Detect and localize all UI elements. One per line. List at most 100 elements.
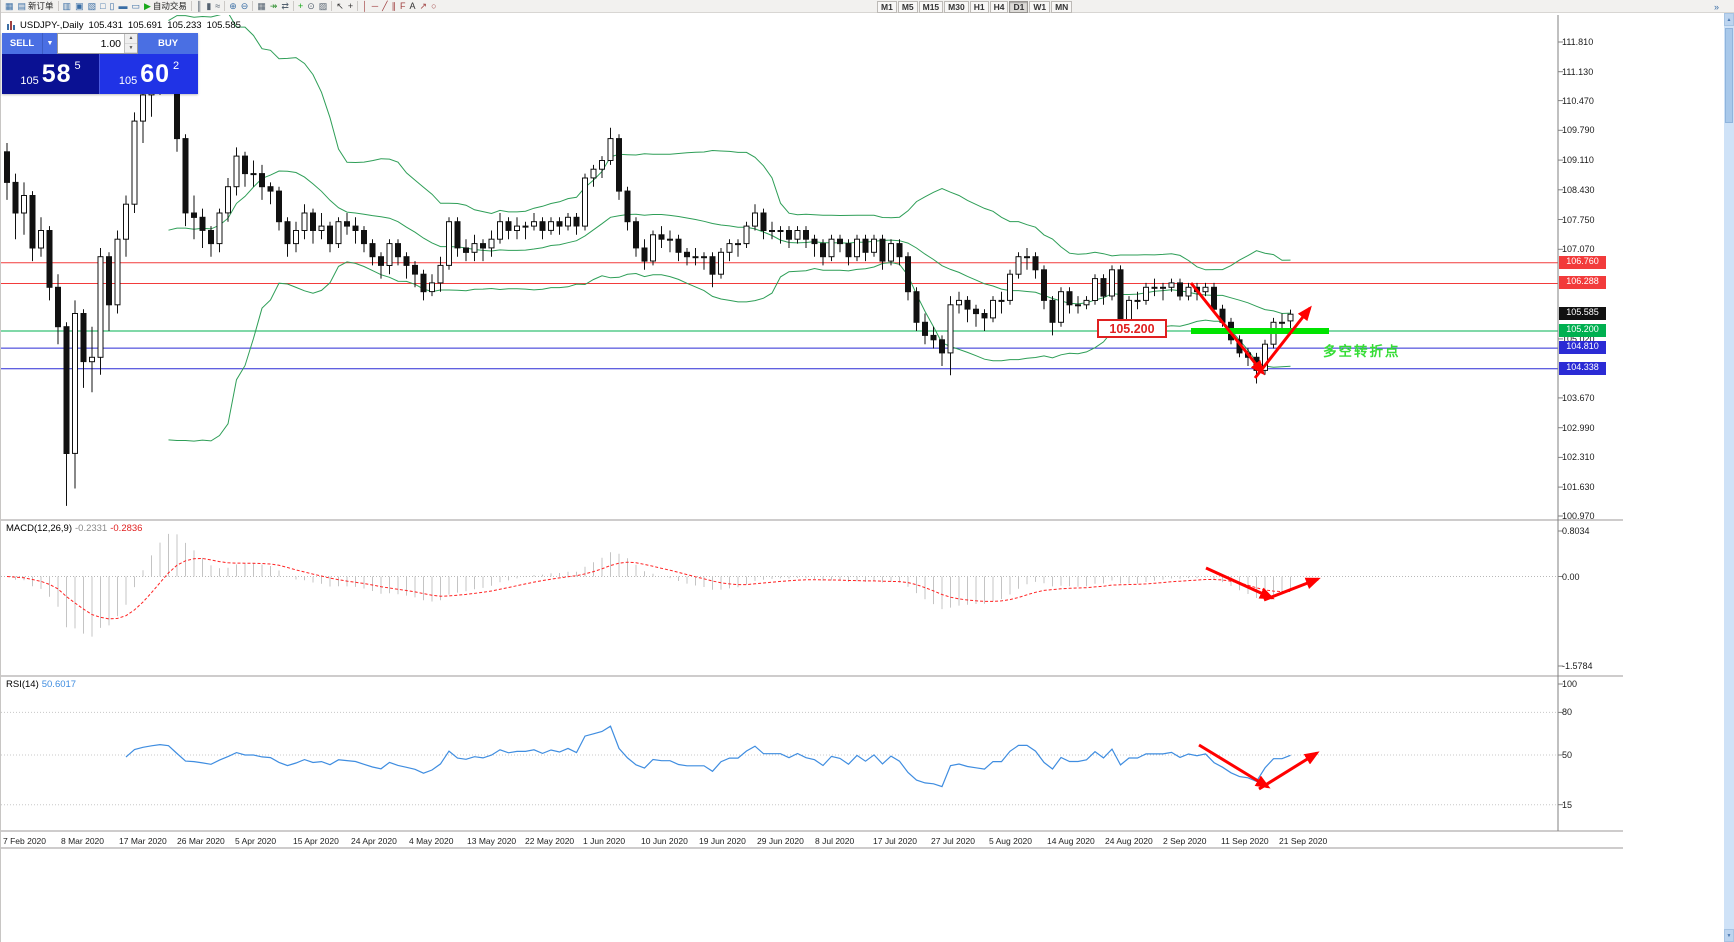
sell-price-base: 105 (20, 75, 39, 87)
auto-trading-button[interactable]: ▶ 自动交易 (144, 0, 187, 12)
ohlc-low: 105.233 (167, 20, 202, 31)
price-tick-label: 105.020 (1562, 333, 1595, 344)
macd-label: MACD(12,26,9) -0.2331 -0.2836 (6, 523, 143, 534)
sell-price-point: 5 (74, 60, 81, 72)
rsi-tick-label: 50 (1562, 750, 1573, 760)
text-icon[interactable]: A (409, 0, 416, 11)
auto-scroll-icon[interactable]: ↠ (269, 0, 278, 11)
macd-tick-label: -1.5784 (1562, 661, 1593, 671)
trendline-icon[interactable]: ╱ (382, 0, 388, 11)
scroll-down-icon[interactable]: ▼ (1724, 929, 1734, 942)
current-price-label: 105.585 (1559, 307, 1606, 321)
macd-tick-label: 0.8034 (1562, 526, 1590, 536)
date-tick-label: 27 Jul 2020 (931, 836, 975, 846)
equidistant-channel-icon[interactable]: ∥ (391, 0, 397, 11)
sell-button[interactable]: 105 58 5 (2, 54, 100, 94)
timeframe-m5[interactable]: M5 (897, 0, 918, 13)
price-tick-label: 107.750 (1562, 214, 1595, 225)
vertical-scrollbar[interactable]: ▲ ▼ (1724, 13, 1734, 942)
date-tick-label: 26 Mar 2020 (177, 836, 225, 846)
horizontal-line-icon[interactable]: ─ (371, 0, 379, 11)
date-tick-label: 29 Jun 2020 (757, 836, 804, 846)
data-window-icon[interactable]: □ (100, 0, 106, 11)
timeframe-m15[interactable]: M15 (918, 0, 944, 13)
profiles-icon[interactable]: ▣ (75, 0, 84, 11)
date-tick-label: 24 Apr 2020 (351, 836, 397, 846)
buy-button[interactable]: 105 60 2 (100, 54, 198, 94)
new-chart-icon[interactable]: ▦ (5, 0, 14, 11)
scrollbar-thumb[interactable] (1725, 28, 1733, 123)
periods-icon[interactable]: ⊙ (307, 0, 315, 11)
date-tick-label: 13 May 2020 (467, 836, 517, 846)
date-tick-label: 17 Mar 2020 (119, 836, 167, 846)
price-tick-label: 107.070 (1562, 244, 1595, 255)
timeframe-h1[interactable]: H1 (969, 0, 989, 13)
toolbar-separator (252, 1, 254, 11)
crosshair-icon[interactable]: + (347, 0, 354, 11)
candlestick-chart-icon[interactable]: ▮ (206, 0, 212, 11)
tile-windows-icon[interactable]: ▦ (257, 0, 266, 11)
rsi-value: 50.6017 (41, 679, 77, 690)
new-order-button[interactable]: ▤ 新订单 (17, 0, 54, 12)
zoom-in-icon[interactable]: ⊕ (229, 0, 237, 11)
vertical-line-icon[interactable]: │ (362, 0, 368, 11)
cursor-icon[interactable]: ↖ (336, 0, 344, 11)
timeframe-toolbar: M1 M5 M15 M30 H1 H4 D1 W1 MN (876, 0, 1073, 13)
timeframe-h4[interactable]: H4 (989, 0, 1009, 13)
turning-point-annotation: 多空转折点 (1323, 344, 1401, 359)
macd-signal-value: -0.2836 (110, 523, 143, 534)
volume-input[interactable] (58, 34, 124, 53)
order-type-dropdown[interactable]: ▼ (42, 33, 57, 54)
date-tick-label: 5 Apr 2020 (235, 836, 277, 846)
toolbar-separator (357, 1, 359, 11)
timeframe-mn[interactable]: MN (1051, 0, 1073, 13)
date-tick-label: 1 Jun 2020 (583, 836, 626, 846)
arrows-icon[interactable]: ↗ (419, 0, 428, 11)
sell-price-pips: 58 (41, 59, 72, 88)
line-chart-icon[interactable]: ≈ (215, 0, 221, 11)
rsi-label: RSI(14) 50.6017 (6, 679, 77, 690)
templates-icon[interactable]: ▨ (318, 0, 328, 11)
scroll-up-icon[interactable]: ▲ (1724, 13, 1734, 26)
toolbar-icons: ▦ ▤ 新订单 ▥ ▣ ▧ □ ▯ ▬ ▭ ▶ 自动交易 ║ ▮ ≈ ⊕ ⊖ ▦ ↠ ⇄ + ⊙ ▨ ↖ + │ ─ ╱ ∥ F A ↗ ○ (3, 0, 439, 13)
chart-canvas[interactable] (1, 13, 1734, 942)
indicators-icon[interactable]: + (297, 0, 304, 11)
ohlc-high: 105.691 (127, 20, 163, 31)
rsi-tick-label: 100 (1562, 679, 1578, 689)
price-tick-label: 110.470 (1562, 95, 1594, 106)
date-tick-label: 4 May 2020 (409, 836, 454, 846)
timeframe-w1[interactable]: W1 (1029, 0, 1051, 13)
market-watch-icon[interactable]: ▧ (87, 0, 97, 11)
date-tick-label: 11 Sep 2020 (1221, 836, 1269, 846)
price-level-label: 104.338 (1559, 361, 1606, 375)
fibonacci-icon[interactable]: F (400, 0, 406, 11)
strategy-tester-icon[interactable]: ▭ (131, 0, 140, 11)
spinner-down-icon[interactable]: ▼ (125, 43, 137, 53)
toolbar-separator (224, 1, 226, 11)
bar-chart-icon[interactable]: ║ (195, 0, 203, 11)
buy-mode-button[interactable]: BUY (138, 33, 198, 54)
timeframe-m30[interactable]: M30 (944, 0, 969, 13)
date-tick-label: 15 Apr 2020 (293, 836, 339, 846)
toolbar-separator (57, 1, 59, 11)
toolbar-overflow-icon[interactable]: » (1713, 2, 1719, 12)
navigator-icon[interactable]: ▯ (109, 0, 115, 11)
charts-grid-icon[interactable]: ▥ (62, 0, 72, 11)
chart-shift-icon[interactable]: ⇄ (281, 0, 289, 11)
timeframe-m1[interactable]: M1 (877, 0, 897, 13)
terminal-icon[interactable]: ▬ (118, 0, 128, 11)
price-tick-label: 108.430 (1562, 184, 1595, 195)
shapes-icon[interactable]: ○ (431, 0, 437, 11)
price-tick-label: 111.810 (1562, 37, 1594, 47)
timeframe-d1[interactable]: D1 (1009, 0, 1029, 13)
macd-tick-label: 0.00 (1562, 571, 1580, 582)
date-tick-label: 8 Jul 2020 (815, 836, 855, 846)
ohlc-open: 105.431 (88, 20, 123, 31)
date-tick-label: 14 Aug 2020 (1047, 836, 1095, 846)
zoom-out-icon[interactable]: ⊖ (240, 0, 249, 11)
date-tick-label: 10 Jun 2020 (641, 836, 688, 846)
sell-mode-button[interactable]: SELL (2, 33, 42, 54)
buy-price-point: 2 (173, 60, 180, 72)
spinner-up-icon[interactable]: ▲ (125, 34, 137, 44)
